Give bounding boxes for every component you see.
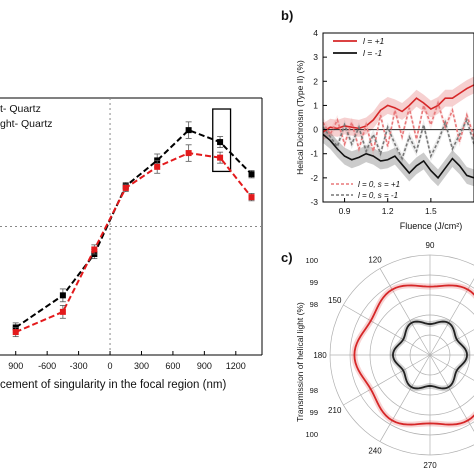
panel-c-grid-spoke	[429, 354, 474, 432]
panel-c-y-label: Transmission of helical light (%)	[295, 302, 305, 422]
panel-b-x-tick-label: 1.2	[382, 206, 394, 216]
panel-a-data-point	[122, 184, 129, 191]
panel-b-x-label: Fluence (J/cm²)	[400, 221, 463, 231]
panel-c-grid-spoke	[379, 268, 431, 356]
panel-a-x-tick-label: 900	[8, 361, 23, 371]
panel-c-radial-tick-label: 100	[305, 256, 318, 265]
panel-b-uncertainty-band	[323, 76, 474, 141]
panel-c-radial-tick-label: 98	[310, 300, 318, 309]
panel-c-radial-tick-label: 98	[310, 386, 318, 395]
panel-a-x-tick-label: -600	[38, 361, 56, 371]
panel-c-angle-label: 180	[313, 351, 327, 360]
panel-c-chart: Transmission of helical light (%) 90 120 15…	[295, 241, 474, 470]
panel-c-grid-spoke	[429, 354, 474, 381]
panel-c-series-line	[392, 320, 468, 390]
panel-b-y-tick-label: 1	[313, 100, 318, 110]
panel-b-y-tick-label: 2	[313, 76, 318, 86]
panel-b-legend-label: l = 0, s = +1	[358, 180, 400, 189]
panel-a-x-label: cement of singularity in the focal regio…	[0, 379, 226, 391]
panel-b-series-line	[322, 133, 474, 180]
panel-a-data-point	[59, 308, 66, 315]
panel-a-x-tick-label: 900	[197, 361, 212, 371]
panel-c-radial-tick-label: 99	[310, 278, 318, 287]
panel-b-label: b)	[281, 8, 293, 23]
panel-a-legend-entry: ght- Quartz	[0, 118, 53, 130]
panel-c-angle-label: 90	[426, 241, 435, 250]
panel-a-data-point	[154, 163, 161, 170]
panel-a-data-point	[217, 154, 224, 161]
panel-a-data-point	[12, 329, 19, 336]
panel-c-label: c)	[281, 250, 293, 265]
panel-a-x-tick-label: -300	[70, 361, 88, 371]
panel-c-angle-label: 120	[368, 256, 382, 265]
panel-a-data-point	[217, 139, 224, 146]
panel-c-series-line	[353, 284, 474, 426]
panel-a-series-line	[15, 152, 253, 333]
panel-c-radial-tick-label: 100	[305, 430, 318, 439]
panel-b-series-line	[322, 84, 474, 133]
panel-a-x-tick-label: 300	[134, 361, 149, 371]
panel-c-angle-label: 210	[328, 406, 342, 415]
panel-a-legend-entry: t- Quartz	[0, 103, 41, 115]
panel-b-frame	[322, 32, 474, 203]
panel-a-data-point	[248, 194, 255, 201]
panel-a-data-point	[185, 150, 192, 157]
panel-a-x-tick-label: 0	[108, 361, 113, 371]
panel-a-data-point	[91, 246, 98, 253]
panel-b-y-tick-label: 4	[313, 28, 318, 38]
panel-c-grid-spoke	[379, 354, 431, 442]
panel-a-data-point	[59, 292, 66, 299]
panel-c-angle-label: 150	[328, 296, 342, 305]
panel-b-series-line	[322, 117, 474, 161]
panel-b-legend-label: l = +1	[363, 36, 385, 46]
panel-c-radial-tick-label: 99	[310, 408, 318, 417]
panel-a-data-point	[185, 127, 192, 134]
panel-b-y-tick-label: -3	[310, 197, 318, 207]
panel-c-grid-spoke	[429, 329, 474, 356]
panel-a-data-point	[248, 171, 255, 178]
panel-b-legend-label: l = -1	[363, 48, 382, 58]
panel-b-y-tick-label: 0	[313, 125, 318, 135]
panel-b-uncertainty-band	[323, 125, 474, 187]
panel-b-legend-label: l = 0, s = -1	[358, 191, 398, 200]
panel-a-highlight-box	[212, 108, 232, 173]
panel-c-angle-label: 270	[423, 461, 437, 470]
panel-c-angle-label: 240	[368, 446, 382, 455]
panel-b-chart: -3 -2 -1 0 1 2 3 4 0.9 1.2 1.5 Fluence (J/cm²) Helic…	[295, 28, 474, 231]
panel-a-x-tick-label: 1200	[226, 361, 246, 371]
panel-a-x-tick-label: 600	[165, 361, 180, 371]
panel-b-x-tick-label: 1.5	[425, 206, 437, 216]
panel-b-y-label: Helical Dichroism (Type II) (%)	[295, 60, 305, 175]
panel-b-y-tick-label: -2	[310, 173, 318, 183]
panel-c-grid-spoke	[343, 304, 431, 356]
panel-a-series-line	[15, 128, 253, 329]
panel-c-grid-spoke	[429, 278, 474, 356]
panel-b-y-tick-label: -1	[310, 149, 318, 159]
panel-b-uncertainty-band	[323, 97, 474, 157]
panel-b-y-tick-label: 3	[313, 52, 318, 62]
panel-c-grid-spoke	[343, 354, 431, 406]
panel-b-x-tick-label: 0.9	[339, 206, 351, 216]
